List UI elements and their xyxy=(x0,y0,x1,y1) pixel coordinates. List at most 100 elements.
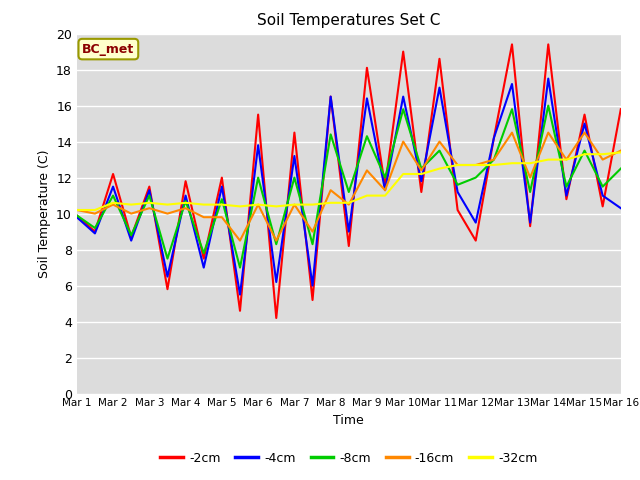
-32cm xyxy=(218,202,226,207)
Text: BC_met: BC_met xyxy=(82,43,134,56)
-2cm xyxy=(91,228,99,234)
-4cm xyxy=(436,84,444,90)
-32cm xyxy=(436,166,444,171)
-16cm xyxy=(127,211,135,216)
-4cm xyxy=(381,187,389,193)
-8cm xyxy=(436,148,444,154)
-2cm xyxy=(563,196,570,202)
-4cm xyxy=(563,192,570,199)
-8cm xyxy=(417,166,425,171)
-2cm xyxy=(508,41,516,47)
-2cm xyxy=(127,234,135,240)
-2cm xyxy=(273,315,280,321)
-16cm xyxy=(472,162,479,168)
Line: -2cm: -2cm xyxy=(77,44,621,318)
-4cm xyxy=(580,120,588,126)
-16cm xyxy=(236,238,244,243)
-4cm xyxy=(236,292,244,298)
-2cm xyxy=(145,184,153,190)
-8cm xyxy=(563,184,570,190)
-2cm xyxy=(472,238,479,243)
-2cm xyxy=(545,41,552,47)
-4cm xyxy=(617,205,625,211)
-4cm xyxy=(545,76,552,82)
-4cm xyxy=(218,184,226,190)
-2cm xyxy=(327,94,335,99)
-2cm xyxy=(291,130,298,135)
-2cm xyxy=(436,56,444,61)
-32cm xyxy=(490,162,498,168)
-2cm xyxy=(399,48,407,54)
-8cm xyxy=(454,182,461,188)
-2cm xyxy=(308,297,316,303)
-2cm xyxy=(381,184,389,190)
-32cm xyxy=(399,171,407,177)
-2cm xyxy=(236,308,244,314)
-8cm xyxy=(109,192,117,199)
-16cm xyxy=(490,156,498,162)
-8cm xyxy=(291,175,298,180)
-8cm xyxy=(363,133,371,139)
-4cm xyxy=(399,94,407,99)
-16cm xyxy=(73,207,81,213)
Line: -4cm: -4cm xyxy=(77,79,621,295)
-8cm xyxy=(345,189,353,195)
-16cm xyxy=(508,130,516,135)
-32cm xyxy=(91,207,99,213)
-32cm xyxy=(508,160,516,166)
-2cm xyxy=(617,106,625,112)
-16cm xyxy=(580,130,588,135)
-8cm xyxy=(472,175,479,180)
-4cm xyxy=(127,238,135,243)
-16cm xyxy=(545,130,552,135)
-4cm xyxy=(472,220,479,226)
-32cm xyxy=(454,162,461,168)
-8cm xyxy=(327,132,335,137)
-4cm xyxy=(454,189,461,195)
-8cm xyxy=(273,241,280,247)
-32cm xyxy=(417,171,425,177)
-32cm xyxy=(236,204,244,209)
-4cm xyxy=(291,153,298,159)
-16cm xyxy=(454,162,461,168)
-8cm xyxy=(508,106,516,112)
-32cm xyxy=(472,162,479,168)
-32cm xyxy=(308,202,316,207)
Line: -32cm: -32cm xyxy=(77,153,621,210)
-32cm xyxy=(127,202,135,207)
-8cm xyxy=(580,148,588,154)
-8cm xyxy=(381,175,389,180)
-4cm xyxy=(182,192,189,199)
-2cm xyxy=(490,135,498,141)
-16cm xyxy=(617,148,625,154)
-32cm xyxy=(563,156,570,162)
-2cm xyxy=(345,243,353,249)
-4cm xyxy=(308,283,316,288)
-2cm xyxy=(164,286,172,292)
-2cm xyxy=(182,178,189,184)
-2cm xyxy=(526,223,534,229)
-2cm xyxy=(218,175,226,180)
-4cm xyxy=(327,94,335,99)
-16cm xyxy=(291,202,298,207)
-32cm xyxy=(599,151,607,157)
-8cm xyxy=(200,251,207,256)
-4cm xyxy=(73,214,81,220)
-32cm xyxy=(182,200,189,205)
-32cm xyxy=(291,202,298,207)
-16cm xyxy=(363,168,371,173)
-32cm xyxy=(381,192,389,199)
-16cm xyxy=(109,202,117,207)
-4cm xyxy=(109,184,117,190)
-32cm xyxy=(327,200,335,205)
-8cm xyxy=(145,192,153,199)
-16cm xyxy=(182,205,189,211)
-8cm xyxy=(164,256,172,262)
-32cm xyxy=(345,200,353,205)
-2cm xyxy=(599,204,607,209)
-16cm xyxy=(327,187,335,193)
-2cm xyxy=(580,112,588,118)
-32cm xyxy=(145,200,153,205)
Line: -8cm: -8cm xyxy=(77,106,621,267)
Line: -16cm: -16cm xyxy=(77,132,621,240)
